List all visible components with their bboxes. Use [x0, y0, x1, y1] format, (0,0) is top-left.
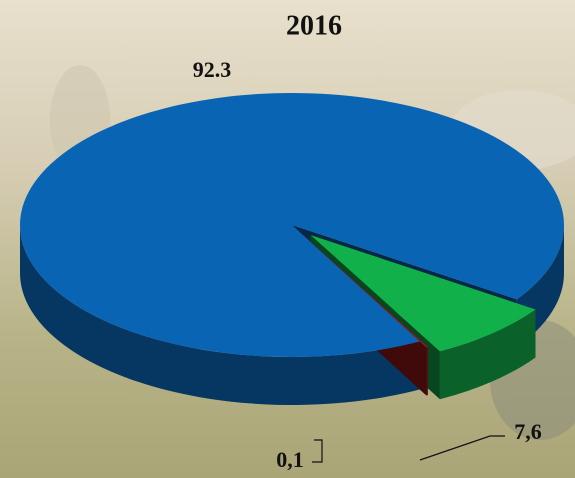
leader-line — [419, 435, 505, 461]
pie-slice — [310, 235, 536, 352]
slice-side — [20, 225, 420, 405]
data-label: 0,1 — [276, 447, 304, 472]
pie-slice — [20, 92, 565, 357]
pie-slice — [298, 230, 428, 348]
chart-title: 2016 — [286, 10, 342, 41]
slice-side — [439, 309, 536, 400]
data-label: 92.3 — [193, 57, 232, 82]
data-label: 7,6 — [514, 419, 542, 444]
leader-line — [312, 439, 323, 463]
pie — [20, 92, 565, 405]
slice-side — [426, 347, 428, 396]
